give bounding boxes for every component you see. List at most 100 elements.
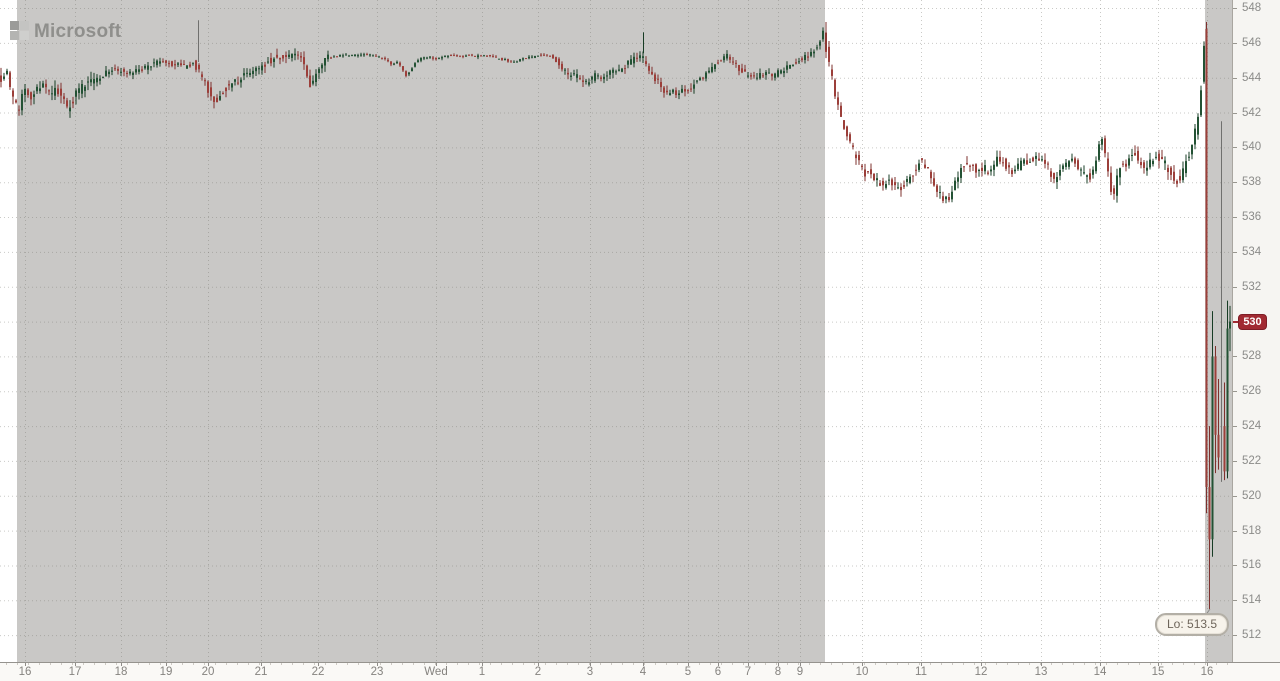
price-tick-label: 516 [1242, 559, 1262, 572]
time-minor-tick [952, 663, 953, 665]
time-minor-tick [138, 663, 139, 665]
time-minor-tick [1183, 663, 1184, 665]
time-axis[interactable]: 16 17 18 19 20 21 22 23 Wed 1 2 3 4 5 6 7 8 9 10 11 12 13 14 15… [0, 662, 1280, 681]
time-minor-tick [1139, 663, 1140, 665]
session-low-callout: Lo: 513.5 [1155, 613, 1230, 636]
time-tick-label: 12 [974, 666, 988, 678]
time-minor-tick [369, 663, 370, 665]
time-minor-tick [193, 663, 194, 665]
time-minor-tick [171, 663, 172, 665]
time-minor-tick [633, 663, 634, 665]
time-minor-tick [457, 663, 458, 665]
price-tick-label: 522 [1242, 454, 1262, 467]
time-minor-tick [1117, 663, 1118, 665]
price-axis[interactable]: 548 546 544 542 540 538 536 534 532 530 528 526 524 5… [1232, 0, 1280, 662]
time-tick [318, 663, 319, 666]
time-minor-tick [600, 663, 601, 665]
time-minor-tick [996, 663, 997, 665]
time-minor-tick [1106, 663, 1107, 665]
price-tick-label: 528 [1242, 350, 1262, 363]
time-tick-label: 18 [114, 666, 128, 678]
price-tick [1233, 286, 1237, 288]
time-minor-tick [787, 663, 788, 665]
price-tick-label: 546 [1242, 36, 1262, 49]
time-tick [1041, 663, 1042, 666]
time-tick [261, 663, 262, 666]
price-tick [1233, 495, 1237, 497]
time-minor-tick [1095, 663, 1096, 665]
time-minor-tick [567, 663, 568, 665]
time-minor-tick [1150, 663, 1151, 665]
session-band-extended [17, 0, 825, 662]
price-tick-label: 542 [1242, 106, 1262, 119]
time-minor-tick [523, 663, 524, 665]
time-minor-tick [919, 663, 920, 665]
price-tick [1233, 217, 1237, 219]
time-tick-label: 22 [311, 666, 325, 678]
time-tick [166, 663, 167, 666]
time-minor-tick [259, 663, 260, 665]
time-tick [688, 663, 689, 666]
price-tick [1233, 460, 1237, 462]
time-minor-tick [512, 663, 513, 665]
time-minor-tick [974, 663, 975, 665]
time-tick-label: 20 [201, 666, 215, 678]
time-tick [377, 663, 378, 666]
time-minor-tick [897, 663, 898, 665]
time-tick-label: 2 [534, 666, 542, 678]
time-tick [538, 663, 539, 666]
price-tick [1233, 147, 1237, 149]
price-tick-label: 514 [1242, 594, 1262, 607]
time-minor-tick [204, 663, 205, 665]
time-tick-label: 15 [1151, 666, 1165, 678]
price-tick-label: 518 [1242, 524, 1262, 537]
price-tick-label: 534 [1242, 245, 1262, 258]
time-minor-tick [468, 663, 469, 665]
time-tick-label: 3 [586, 666, 594, 678]
time-minor-tick [325, 663, 326, 665]
time-minor-tick [226, 663, 227, 665]
time-minor-tick [281, 663, 282, 665]
time-minor-tick [72, 663, 73, 665]
price-tick-label: 540 [1242, 141, 1262, 154]
time-minor-tick [589, 663, 590, 665]
time-minor-tick [17, 663, 18, 665]
time-tick-label: 11 [915, 666, 927, 678]
time-minor-tick [754, 663, 755, 665]
time-minor-tick [105, 663, 106, 665]
time-minor-tick [732, 663, 733, 665]
time-tick [778, 663, 779, 666]
microsoft-logo-icon [10, 21, 29, 40]
time-minor-tick [1172, 663, 1173, 665]
time-tick-label: 16 [18, 666, 32, 678]
time-tick-label: 1 [478, 666, 486, 678]
time-tick [921, 663, 922, 666]
price-tick-label: 526 [1242, 385, 1262, 398]
price-chart-canvas[interactable]: Microsoft [0, 0, 1232, 662]
time-tick [208, 663, 209, 666]
time-minor-tick [1128, 663, 1129, 665]
time-minor-tick [545, 663, 546, 665]
time-minor-tick [1205, 663, 1206, 665]
time-minor-tick [1040, 663, 1041, 665]
time-tick [25, 663, 26, 666]
time-minor-tick [61, 663, 62, 665]
microsoft-watermark: Microsoft [10, 21, 122, 42]
time-minor-tick [435, 663, 436, 665]
time-minor-tick [149, 663, 150, 665]
time-minor-tick [292, 663, 293, 665]
time-minor-tick [776, 663, 777, 665]
price-tick [1233, 635, 1237, 637]
time-minor-tick [886, 663, 887, 665]
time-minor-tick [1084, 663, 1085, 665]
afterhours-candlesticks [1205, 21, 1231, 610]
time-tick-label: 4 [639, 666, 647, 678]
time-minor-tick [413, 663, 414, 665]
time-minor-tick [83, 663, 84, 665]
price-tick-label: 548 [1242, 2, 1262, 14]
time-minor-tick [490, 663, 491, 665]
time-minor-tick [930, 663, 931, 665]
price-tick [1233, 251, 1237, 253]
time-minor-tick [424, 663, 425, 665]
